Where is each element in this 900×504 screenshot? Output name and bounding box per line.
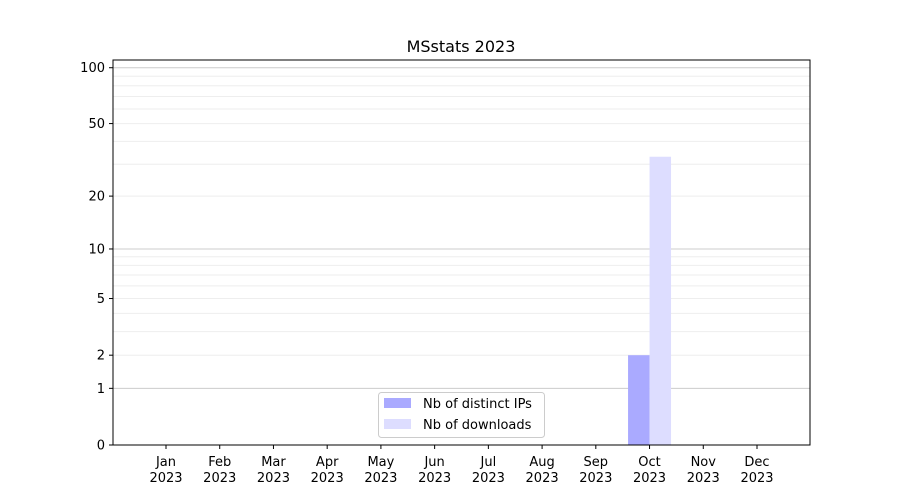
bar bbox=[628, 355, 650, 445]
x-tick-label: Jan 2023 bbox=[149, 455, 182, 486]
plot-frame bbox=[112, 59, 811, 446]
y-tick-label: 10 bbox=[88, 242, 105, 257]
chart-title: MSstats 2023 bbox=[407, 37, 516, 56]
legend-label: Nb of distinct IPs bbox=[423, 397, 532, 412]
x-tick-label: Jun 2023 bbox=[418, 455, 451, 486]
legend-label: Nb of downloads bbox=[423, 418, 532, 433]
x-tick-label: Nov 2023 bbox=[687, 455, 720, 486]
x-tick-label: Oct 2023 bbox=[633, 455, 666, 486]
x-tick-label: May 2023 bbox=[364, 455, 397, 486]
x-tick-label: Apr 2023 bbox=[311, 455, 344, 486]
y-tick-label: 5 bbox=[97, 292, 105, 307]
legend-swatch bbox=[384, 398, 411, 408]
y-tick-label: 100 bbox=[80, 61, 105, 76]
legend-swatch bbox=[384, 419, 411, 429]
y-tick-label: 0 bbox=[97, 439, 105, 454]
y-tick-label: 50 bbox=[88, 117, 105, 132]
legend bbox=[378, 392, 545, 438]
x-tick-label: Mar 2023 bbox=[257, 455, 290, 486]
x-tick-label: Aug 2023 bbox=[526, 455, 559, 486]
x-tick-label: Jul 2023 bbox=[472, 455, 505, 486]
x-tick-label: Sep 2023 bbox=[579, 455, 612, 486]
y-tick-label: 1 bbox=[97, 382, 105, 397]
y-tick-label: 20 bbox=[88, 190, 105, 205]
bar bbox=[649, 156, 672, 446]
x-tick-label: Feb 2023 bbox=[203, 455, 236, 486]
x-tick-label: Dec 2023 bbox=[740, 455, 773, 486]
y-tick-label: 2 bbox=[97, 349, 105, 364]
